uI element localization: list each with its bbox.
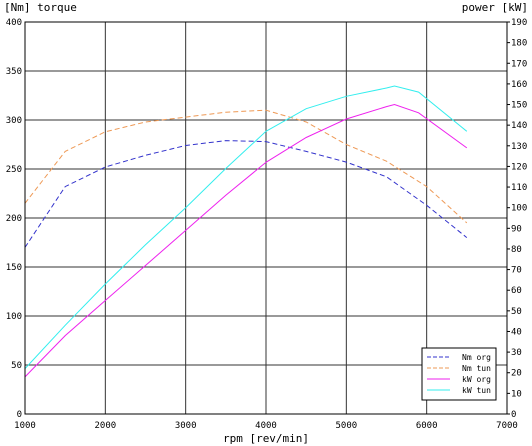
grid — [24, 21, 508, 415]
series-line-0 — [24, 140, 468, 248]
x-tick-label: 1000 — [14, 421, 36, 431]
legend-label-3: kW tun — [462, 386, 491, 395]
y-left-tick-label: 150 — [6, 263, 22, 273]
y-right-tick-label: 100 — [511, 204, 527, 214]
x-axis-label: rpm [rev/min] — [223, 432, 309, 445]
y-right-tick-label: 20 — [511, 369, 522, 379]
y-right-tick-label: 140 — [511, 121, 527, 131]
legend-label-2: kW org — [462, 375, 491, 384]
y-left-tick-label: 350 — [6, 67, 22, 77]
x-tick-label: 2000 — [94, 421, 116, 431]
y-left-tick-label: 200 — [6, 214, 22, 224]
y-right-tick-label: 180 — [511, 39, 527, 49]
x-tick-label: 6000 — [416, 421, 438, 431]
left-axis-label: [Nm] torque — [4, 1, 77, 14]
y-right-tick-label: 10 — [511, 389, 522, 399]
x-tick-label: 3000 — [175, 421, 197, 431]
y-right-tick-label: 60 — [511, 286, 522, 296]
y-left-tick-label: 50 — [11, 361, 22, 371]
y-right-tick-label: 150 — [511, 101, 527, 111]
series-line-1 — [24, 109, 468, 224]
y-right-tick-label: 30 — [511, 348, 522, 358]
y-right-tick-label: 160 — [511, 80, 527, 90]
legend: Nm org Nm tun kW org kW tun — [421, 347, 497, 401]
y-right-tick-label: 110 — [511, 183, 527, 193]
y-left-tick-label: 100 — [6, 312, 22, 322]
y-right-tick-label: 80 — [511, 245, 522, 255]
x-tick-label: 4000 — [255, 421, 277, 431]
y-left-tick-label: 300 — [6, 116, 22, 126]
y-right-tick-label: 120 — [511, 162, 527, 172]
y-right-tick-label: 90 — [511, 224, 522, 234]
x-tick-label: 5000 — [335, 421, 357, 431]
y-left-tick-label: 400 — [6, 18, 22, 28]
y-left-tick-label: 0 — [17, 410, 22, 420]
series-line-2 — [24, 103, 468, 378]
y-right-tick-label: 130 — [511, 142, 527, 152]
series-lines — [24, 85, 468, 378]
y-right-tick-label: 50 — [511, 307, 522, 317]
plot-frame — [24, 21, 508, 415]
y-right-tick-label: 40 — [511, 327, 522, 337]
legend-label-1: Nm tun — [462, 364, 491, 373]
right-axis-label: power [kW] — [462, 1, 528, 14]
series-line-3 — [24, 85, 468, 369]
y-right-tick-label: 70 — [511, 266, 522, 276]
y-right-tick-label: 170 — [511, 59, 527, 69]
x-tick-label: 7000 — [496, 421, 518, 431]
y-left-tick-label: 250 — [6, 165, 22, 175]
legend-label-0: Nm org — [462, 353, 491, 362]
y-right-tick-label: 190 — [511, 18, 527, 28]
y-right-tick-label: 0 — [511, 410, 516, 420]
